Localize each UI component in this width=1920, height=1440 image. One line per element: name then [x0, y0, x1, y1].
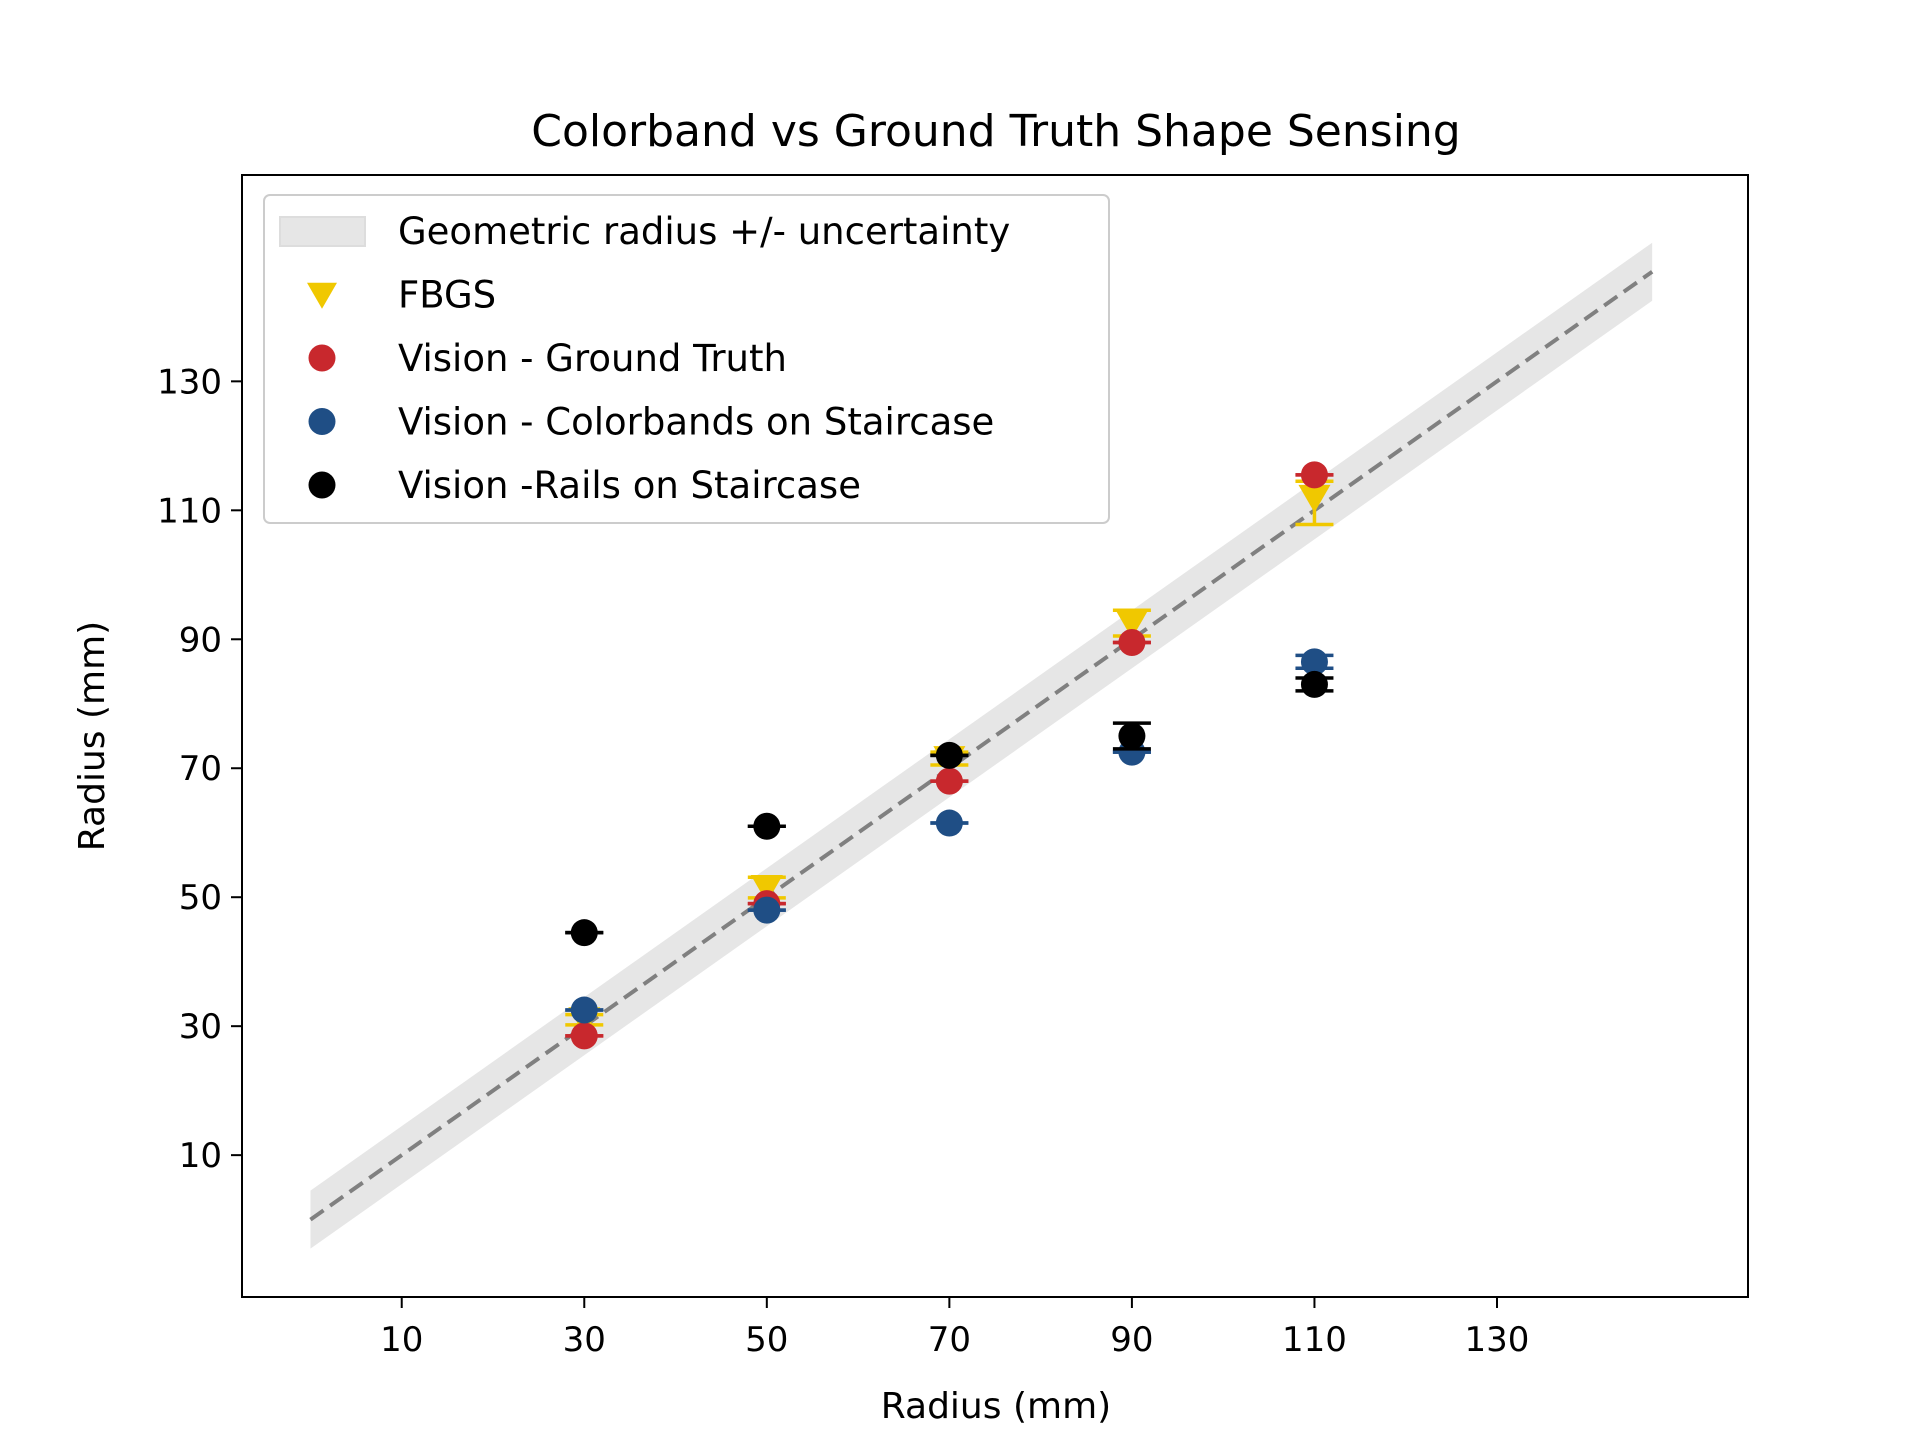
x-tick-label: 130 — [1465, 1320, 1530, 1360]
data-point — [1298, 484, 1331, 513]
legend-item-vision-ground-truth: Vision - Ground Truth — [308, 337, 787, 380]
x-tick-label: 50 — [745, 1320, 788, 1360]
legend-marker — [308, 344, 336, 372]
legend-label: Geometric radius +/- uncertainty — [398, 210, 1010, 253]
x-tick-label: 30 — [563, 1320, 606, 1360]
x-tick-label: 70 — [928, 1320, 971, 1360]
data-point — [753, 812, 781, 840]
y-tick-label: 50 — [179, 878, 222, 918]
data-point — [1300, 648, 1328, 676]
legend-label: Vision -Rails on Staircase — [398, 464, 861, 507]
data-point — [935, 767, 963, 795]
legend-label: Vision - Ground Truth — [398, 337, 787, 380]
y-tick-label: 30 — [179, 1007, 222, 1047]
legend-label: FBGS — [398, 274, 496, 317]
legend-swatch — [279, 216, 366, 247]
y-tick-label: 130 — [157, 362, 222, 402]
chart-title: Colorband vs Ground Truth Shape Sensing — [531, 106, 1460, 157]
y-tick-label: 110 — [157, 491, 222, 531]
legend-item-fbgs: FBGS — [307, 274, 496, 317]
legend-item-vision-rails-on-staircase: Vision -Rails on Staircase — [308, 464, 861, 507]
data-point — [570, 919, 598, 947]
legend-label: Vision - Colorbands on Staircase — [398, 401, 994, 444]
data-point — [1115, 610, 1148, 639]
legend-marker — [308, 408, 336, 435]
data-point — [753, 896, 781, 924]
plot-area — [309, 242, 1654, 1249]
y-axis-label: Radius (mm) — [72, 621, 113, 851]
geometric-radius-line — [309, 270, 1654, 1222]
x-axis-label: Radius (mm) — [881, 1386, 1111, 1427]
legend-item-vision-colorbands-on-staircase: Vision - Colorbands on Staircase — [308, 401, 994, 444]
series-vision-rails-on-staircase — [565, 670, 1334, 947]
marks-layer — [565, 461, 1334, 1050]
legend-box — [263, 194, 1110, 524]
axes-frame — [241, 174, 1749, 1298]
x-axis-ticks: 10 30 50 70 90 110 130 — [380, 1297, 1529, 1360]
legend-item-geometric-radius-uncertainty: Geometric radius +/- uncertainty — [279, 210, 1010, 253]
y-tick-label: 90 — [179, 620, 222, 660]
data-point — [1300, 670, 1328, 698]
y-tick-label: 10 — [179, 1136, 222, 1176]
data-point — [1118, 722, 1146, 750]
legend: Geometric radius +/- uncertainty FBGS Visi… — [263, 194, 1110, 524]
x-tick-label: 90 — [1110, 1320, 1153, 1360]
data-point — [935, 741, 963, 769]
y-tick-label: 70 — [179, 749, 222, 789]
data-point — [935, 809, 963, 837]
x-tick-label: 10 — [380, 1320, 423, 1360]
data-point — [1118, 629, 1146, 656]
data-point — [750, 875, 783, 903]
legend-marker — [308, 471, 336, 499]
data-point — [570, 996, 598, 1024]
data-point — [1300, 461, 1328, 489]
series-vision-colorbands-on-staircase — [565, 648, 1334, 1024]
x-tick-label: 110 — [1282, 1320, 1347, 1360]
legend-marker — [307, 282, 337, 309]
data-point — [570, 1022, 598, 1050]
y-axis-ticks: 10 30 50 70 90 110 130 — [157, 362, 242, 1176]
